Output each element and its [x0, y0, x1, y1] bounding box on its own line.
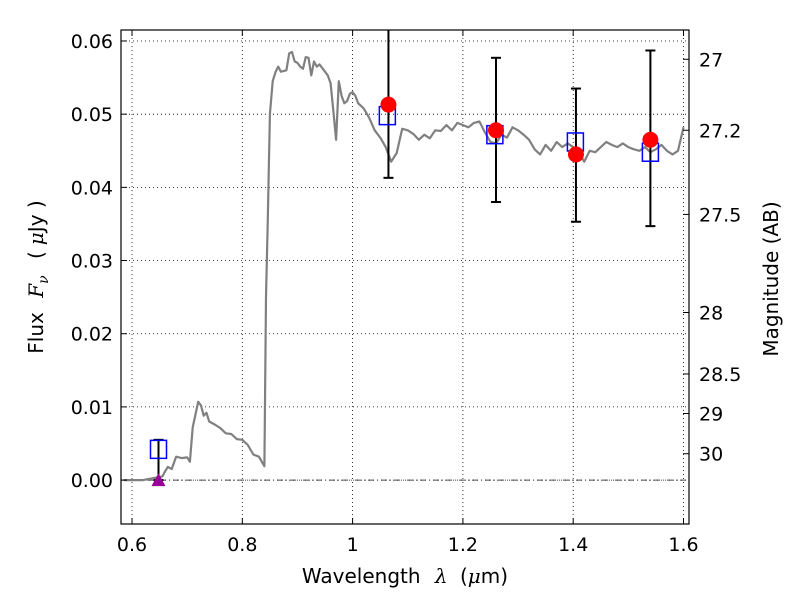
y-tick-label: 0.03 — [71, 251, 113, 273]
y2-tick-label: 27 — [699, 49, 723, 71]
observed-point — [567, 146, 584, 163]
y2-tick-label: 27.5 — [699, 204, 741, 226]
x-tick-label: 1.2 — [448, 534, 478, 556]
observed-point — [642, 131, 659, 148]
y-tick-label: 0.05 — [71, 104, 113, 126]
x-axis-label-symbol: λ — [434, 564, 448, 588]
x-tick-label: 0.6 — [117, 534, 147, 556]
y2-axis-label: Magnitude (AB) — [759, 201, 783, 356]
observed-photometry-markers — [380, 96, 659, 163]
y-tick-label: 0.02 — [71, 324, 113, 346]
upper-limit-triangle — [151, 473, 166, 487]
y2-tick-label: 28 — [699, 302, 723, 324]
model-photometry-square — [149, 439, 168, 460]
y-tick-label: 0.01 — [71, 397, 113, 419]
x-axis-label-mu: μ — [468, 564, 481, 588]
y-tick-label: 0.04 — [71, 177, 113, 199]
y-axis-label: Flux Fν ( μJy ) — [24, 200, 53, 353]
x-axis-label: Wavelength λ (μm) — [302, 564, 508, 588]
upper-limit-marker — [151, 473, 166, 487]
y-axis-ticks: 0.00 0.01 0.02 0.03 0.04 0.05 0.06 — [71, 31, 127, 492]
x-axis-ticks: 0.6 0.8 1 1.2 1.4 1.6 — [117, 30, 699, 556]
observed-point — [487, 122, 504, 139]
y-axis-label-unit: Jy ) — [24, 200, 48, 234]
x-axis-label-open: ( — [460, 564, 468, 588]
y-tick-label: 0.00 — [71, 470, 113, 492]
y-axis-label-prefix: Flux — [24, 312, 48, 354]
grid-lines — [121, 30, 689, 524]
y-axis-label-subscript: ν — [36, 275, 52, 284]
x-tick-label: 0.8 — [227, 534, 257, 556]
x-tick-label: 1.6 — [668, 534, 698, 556]
y-tick-label: 0.06 — [71, 31, 113, 53]
y2-tick-label: 27.2 — [699, 120, 741, 142]
x-axis-label-prefix: Wavelength — [302, 564, 421, 588]
y2-tick-label: 30 — [699, 444, 723, 466]
plot-frame — [120, 29, 690, 525]
y2-tick-label: 28.5 — [699, 364, 741, 386]
x-tick-label: 1.4 — [558, 534, 588, 556]
y-axis-label-open: ( — [24, 251, 48, 259]
x-tick-label: 1 — [347, 534, 359, 556]
observed-point — [380, 96, 397, 113]
x-axis-label-unit: m) — [481, 564, 508, 588]
plot-background — [121, 30, 689, 524]
y2-axis-ticks: 27 27.2 27.5 28 28.5 29 30 — [683, 49, 741, 466]
y2-tick-label: 29 — [699, 403, 723, 425]
y-axis-label-mu: μ — [24, 232, 48, 245]
y-axis-label-symbol: F — [24, 283, 48, 299]
